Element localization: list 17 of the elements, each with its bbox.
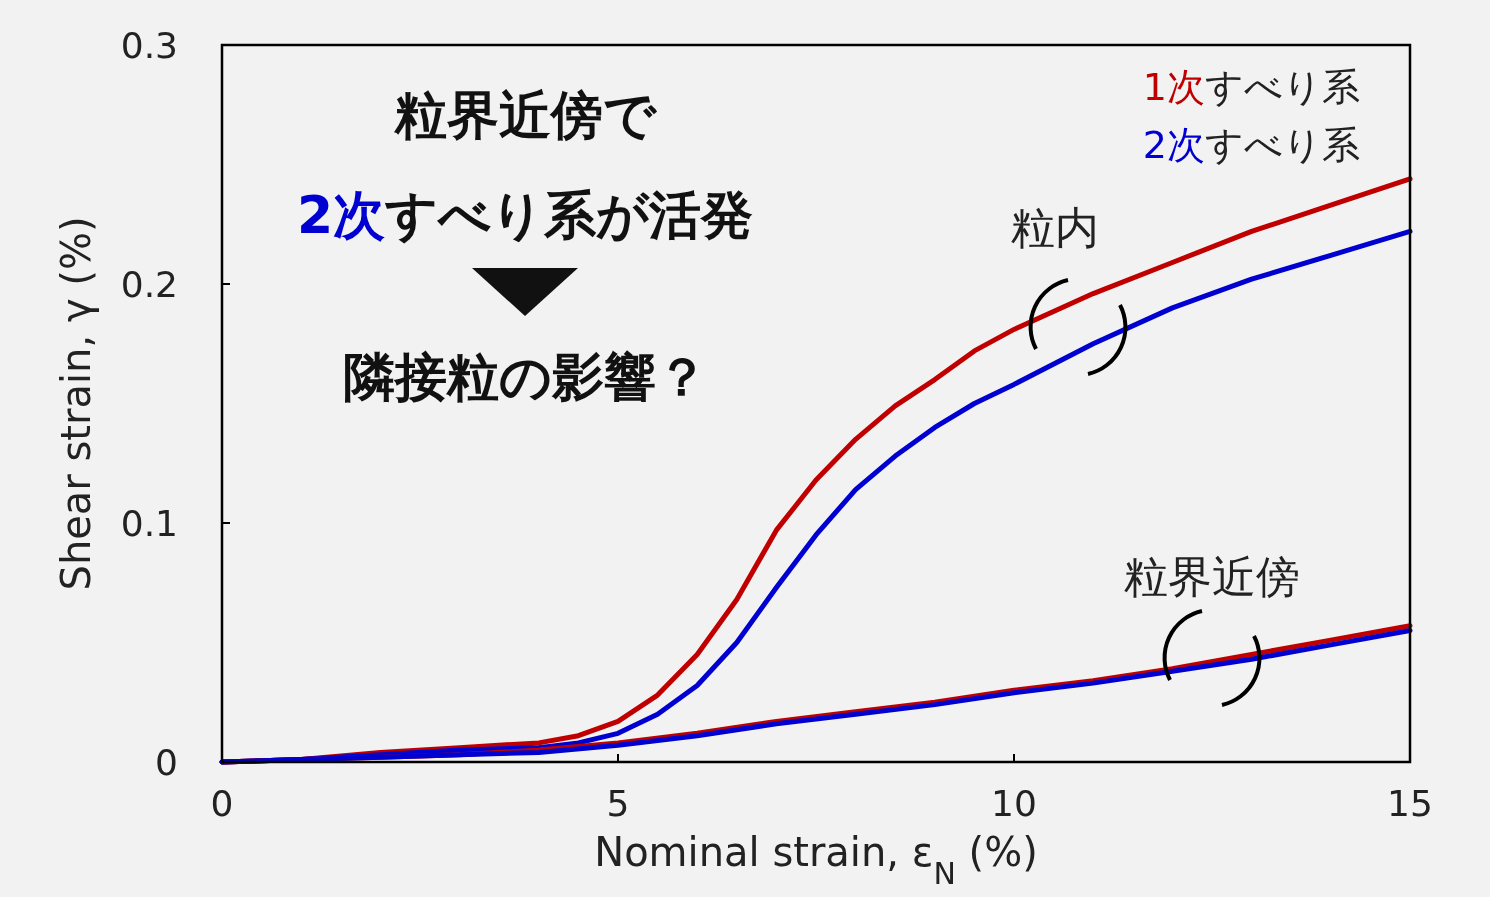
x-axis-title: Nominal strain, ε$_{N}$ (%) (594, 829, 1038, 891)
annotation: 粒内 (1011, 202, 1099, 253)
x-tick-label: 10 (991, 783, 1037, 824)
y-tick-label: 0.1 (120, 503, 178, 544)
x-tick-label: 5 (606, 783, 630, 824)
text: 1次すべり系 (1142, 65, 1360, 109)
x-tick-label: 15 (1387, 783, 1433, 824)
y-tick-label: 0 (155, 742, 178, 783)
x-tick-label: 0 (210, 783, 234, 824)
y-tick-label: 0.3 (120, 25, 178, 66)
y-axis-title: Shear strain, γ (%) (53, 216, 99, 591)
annotation: 粒界近傍 (1124, 551, 1300, 602)
annotation: 隣接粒の影響？ (342, 347, 708, 407)
text: 2次すべり系 (1142, 123, 1360, 167)
y-tick-label: 0.2 (120, 264, 178, 305)
annotation: 2次すべり系が活発 (296, 185, 754, 245)
annotation: 粒界近傍で (392, 85, 658, 145)
